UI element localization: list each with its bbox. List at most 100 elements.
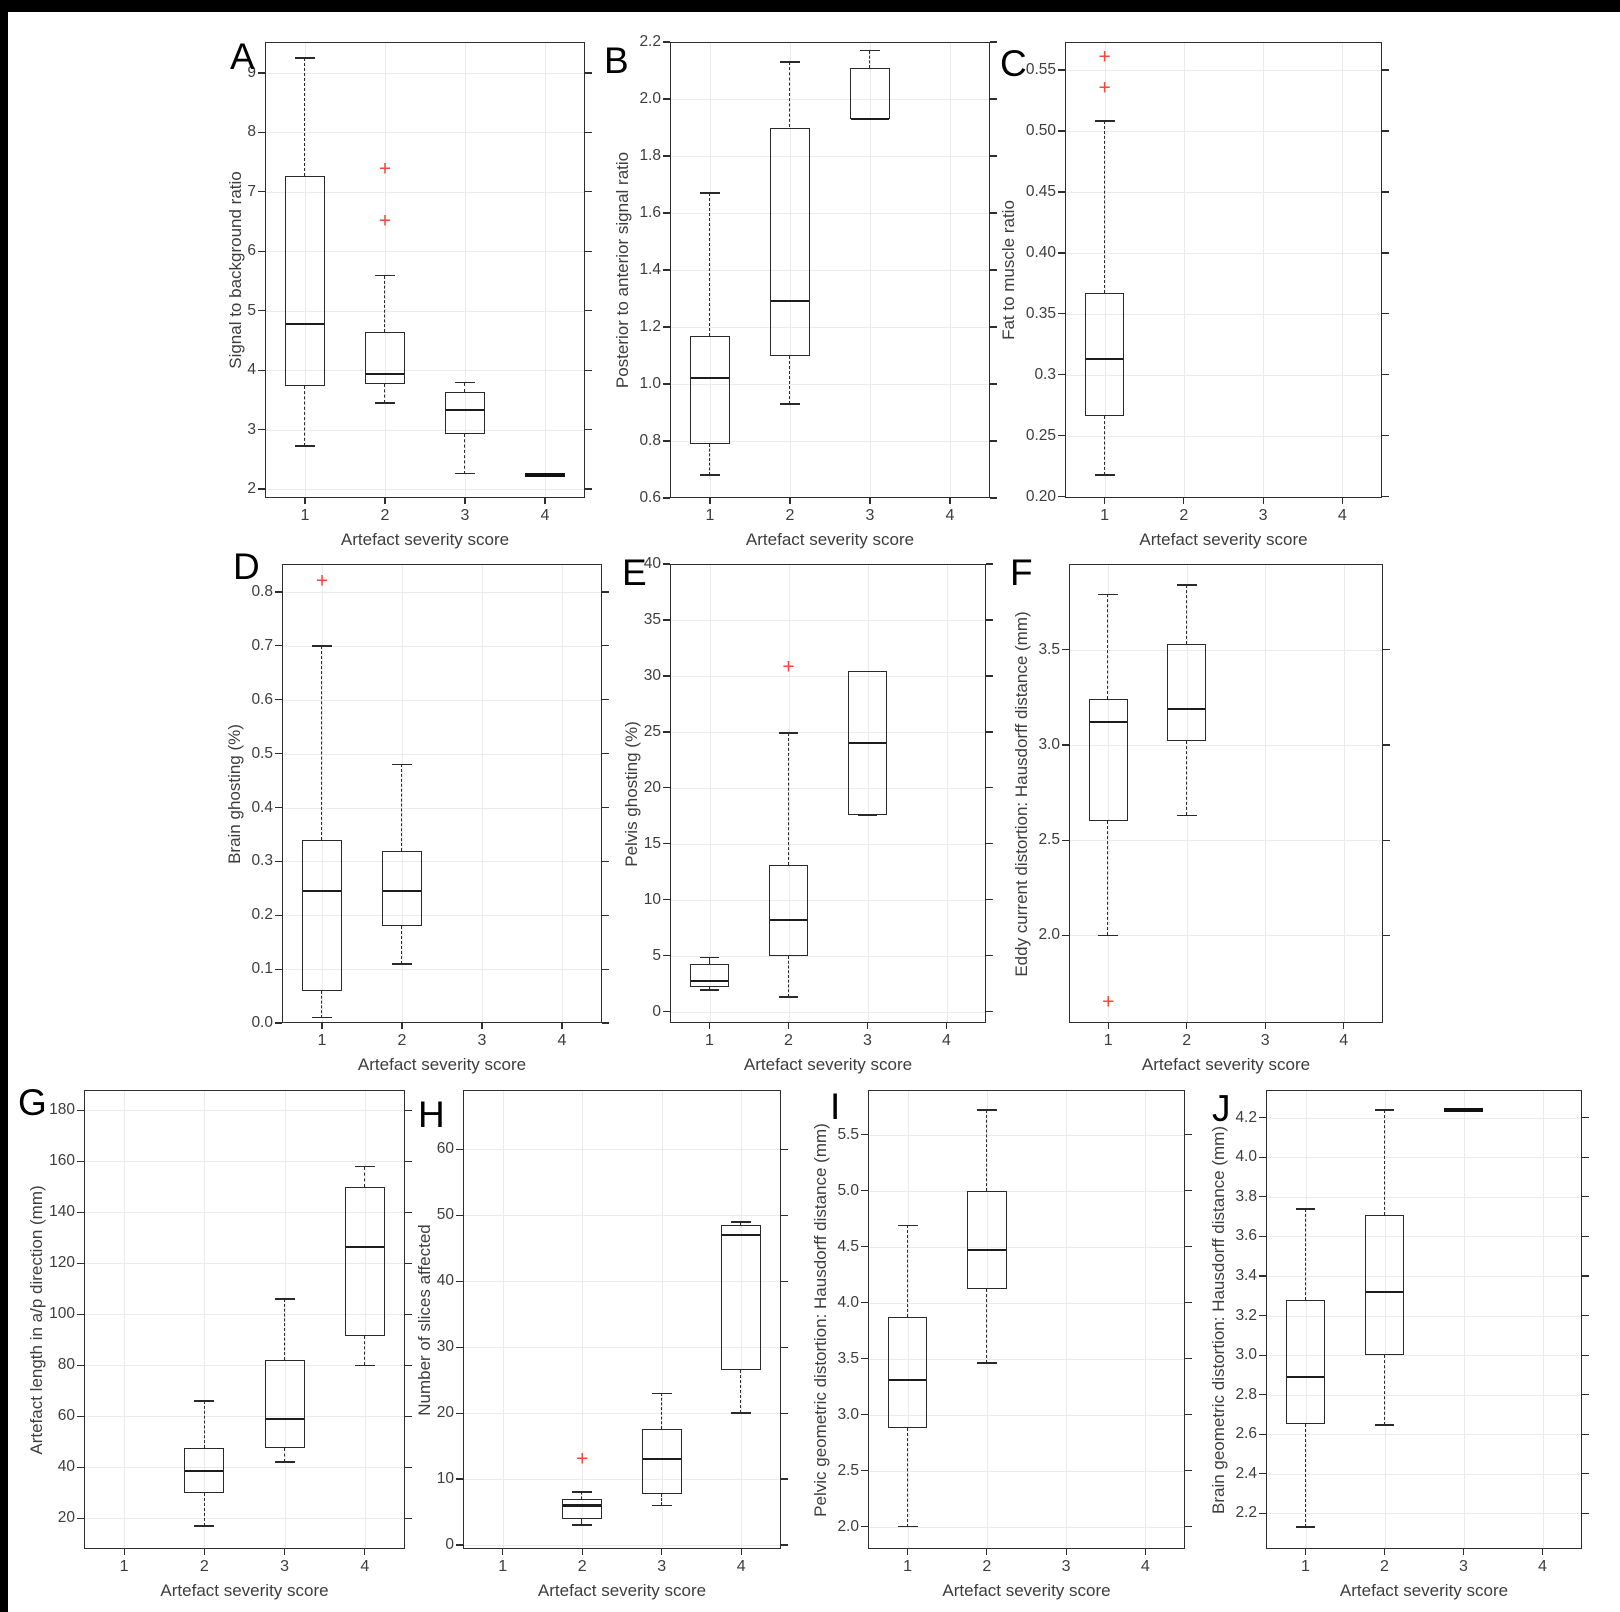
whisker-lower bbox=[709, 443, 711, 476]
gridline-h bbox=[85, 1416, 404, 1418]
y-tick-label: 100 bbox=[49, 1305, 75, 1323]
y-tick-mark-right bbox=[1382, 496, 1389, 498]
gridline-h bbox=[671, 270, 989, 271]
gridline-h bbox=[671, 327, 989, 328]
whisker-cap-high bbox=[780, 61, 800, 63]
x-tick-label: 2 bbox=[199, 1558, 209, 1575]
whisker-upper bbox=[384, 275, 386, 332]
y-tick-mark-right bbox=[1582, 1314, 1589, 1317]
y-tick-label: 7 bbox=[247, 182, 256, 200]
y-tick-mark bbox=[1259, 1394, 1266, 1396]
x-tick-label: 1 bbox=[300, 507, 310, 524]
box-iqr bbox=[690, 335, 730, 444]
y-tick-mark-right bbox=[990, 41, 997, 43]
y-tick-mark bbox=[77, 1211, 84, 1213]
x-tick-label: 2 bbox=[982, 1558, 992, 1575]
gridline-h bbox=[671, 213, 989, 214]
y-tick-mark bbox=[861, 1190, 868, 1192]
x-tick-label: 2 bbox=[397, 1032, 407, 1049]
panel-letter: E bbox=[622, 552, 647, 593]
y-tick-label: 9 bbox=[247, 63, 256, 81]
y-tick-mark-right bbox=[986, 955, 993, 957]
gridline-v bbox=[1343, 565, 1345, 1022]
y-tick-mark bbox=[663, 955, 670, 957]
y-tick-mark bbox=[1062, 839, 1069, 841]
whisker-cap-low bbox=[194, 1525, 215, 1527]
y-tick-mark bbox=[258, 488, 265, 490]
y-tick-mark bbox=[1259, 1473, 1266, 1475]
whisker-upper bbox=[364, 1166, 366, 1187]
y-tick-mark bbox=[77, 1109, 84, 1111]
median-line bbox=[1168, 707, 1206, 710]
gridline-h bbox=[464, 1347, 780, 1349]
y-axis-label: Brain ghosting (%) bbox=[225, 723, 244, 864]
y-tick-label: 5.5 bbox=[837, 1125, 859, 1143]
y-tick-mark-right bbox=[986, 619, 993, 621]
x-tick-mark bbox=[321, 1023, 323, 1029]
median-line bbox=[690, 979, 729, 983]
whisker-lower bbox=[203, 1492, 205, 1527]
whisker-cap-low bbox=[700, 474, 720, 477]
plot-area-A bbox=[265, 42, 585, 498]
gridline-v bbox=[867, 565, 869, 1022]
y-tick-mark-right bbox=[405, 1517, 412, 1519]
y-tick-label: 60 bbox=[57, 1407, 75, 1425]
median-line bbox=[642, 1458, 681, 1461]
x-tick-label: 3 bbox=[865, 507, 875, 524]
y-tick-label: 1.6 bbox=[639, 204, 661, 221]
gridline-v bbox=[305, 43, 306, 497]
whisker-cap-high bbox=[295, 57, 315, 59]
y-tick-mark-right bbox=[602, 860, 609, 862]
y-tick-mark bbox=[1058, 496, 1065, 498]
y-tick-mark bbox=[663, 440, 670, 442]
y-tick-mark-right bbox=[1382, 313, 1389, 315]
x-tick-label: 2 bbox=[784, 1032, 793, 1049]
y-tick-mark-right bbox=[986, 563, 993, 565]
whisker-upper bbox=[581, 1492, 583, 1499]
y-tick-mark-right bbox=[1582, 1354, 1589, 1356]
gridline-v bbox=[1342, 43, 1344, 497]
y-axis-label: Pelvic geometric distortion: Hausdorff d… bbox=[811, 1122, 830, 1517]
y-tick-mark bbox=[663, 98, 670, 100]
gridline-h bbox=[283, 861, 601, 863]
y-tick-mark-right bbox=[986, 1011, 993, 1013]
gridline-v bbox=[1305, 1091, 1307, 1548]
whisker-upper bbox=[1103, 121, 1105, 294]
y-tick-mark bbox=[861, 1302, 868, 1304]
whisker-lower bbox=[1304, 1424, 1306, 1528]
x-tick-mark bbox=[384, 498, 386, 504]
panel-letter: C bbox=[1000, 43, 1027, 84]
gridline-v bbox=[545, 43, 546, 497]
gridline-v bbox=[465, 43, 466, 497]
y-tick-mark-right bbox=[405, 1466, 412, 1468]
y-tick-label: 3.2 bbox=[1235, 1306, 1257, 1324]
y-tick-mark-right bbox=[602, 753, 609, 755]
gridline-h bbox=[85, 1467, 404, 1469]
x-tick-mark bbox=[561, 1023, 563, 1029]
x-tick-label: 1 bbox=[498, 1558, 508, 1575]
median-line bbox=[383, 889, 421, 893]
gridline-v bbox=[1463, 1091, 1465, 1548]
gridline-v bbox=[204, 1091, 206, 1548]
y-tick-mark bbox=[861, 1134, 868, 1136]
x-axis-label: Artefact severity score bbox=[1139, 530, 1308, 549]
median-line bbox=[1286, 1375, 1325, 1378]
outlier-marker: + bbox=[576, 1447, 589, 1471]
box-iqr bbox=[768, 865, 809, 956]
x-tick-label: 2 bbox=[1179, 507, 1189, 524]
y-tick-mark bbox=[275, 806, 282, 809]
x-tick-label: 1 bbox=[705, 507, 715, 524]
gridline-h bbox=[1066, 131, 1381, 132]
x-tick-label: 3 bbox=[477, 1032, 487, 1049]
y-tick-label: 4.0 bbox=[1235, 1148, 1257, 1166]
whisker-cap-low bbox=[1295, 1526, 1316, 1529]
top-border-bar bbox=[0, 0, 1620, 12]
x-tick-mark bbox=[1144, 1549, 1146, 1555]
whisker-cap-low bbox=[1098, 934, 1119, 937]
y-tick-mark bbox=[861, 1246, 868, 1248]
gridline-v bbox=[482, 565, 483, 1022]
outlier-marker: + bbox=[782, 655, 795, 679]
y-tick-mark-right bbox=[585, 429, 592, 431]
x-tick-label: 4 bbox=[1140, 1558, 1150, 1575]
y-tick-label: 0.25 bbox=[1025, 426, 1056, 444]
